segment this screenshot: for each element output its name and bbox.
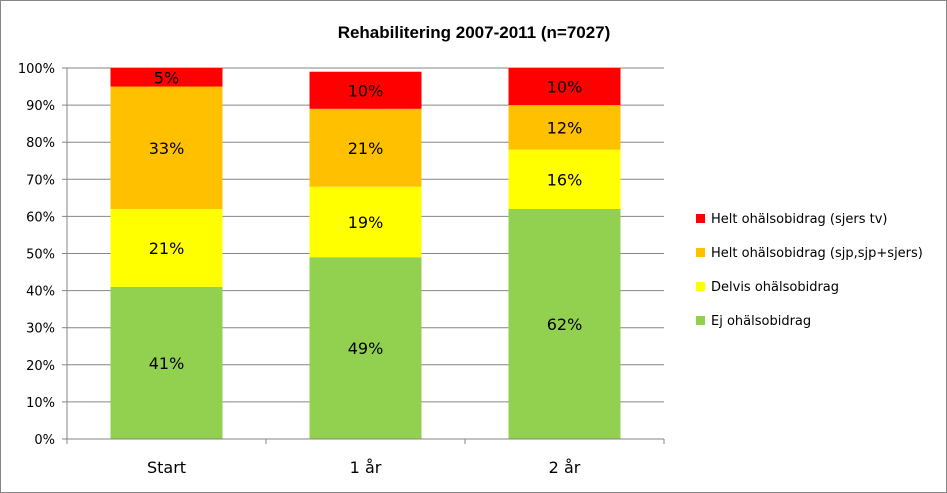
data-label: 19% bbox=[348, 213, 384, 232]
legend-label: Delvis ohälsobidrag bbox=[711, 280, 839, 295]
y-tick-label: 70% bbox=[26, 173, 55, 188]
data-label: 33% bbox=[149, 139, 185, 158]
bar-segment bbox=[110, 68, 223, 87]
legend-swatch bbox=[696, 248, 705, 257]
y-tick-label: 100% bbox=[18, 62, 55, 77]
data-label: 41% bbox=[149, 354, 185, 373]
legend-label: Ej ohälsobidrag bbox=[711, 314, 811, 329]
data-label: 21% bbox=[348, 139, 384, 158]
bar-segment bbox=[110, 208, 223, 287]
x-category-label: Start bbox=[147, 458, 186, 477]
bar-segment bbox=[508, 105, 621, 150]
y-tick-label: 0% bbox=[34, 433, 55, 448]
data-label: 49% bbox=[348, 339, 384, 358]
y-tick-label: 30% bbox=[26, 322, 55, 337]
data-label: 5% bbox=[154, 68, 179, 87]
data-label: 10% bbox=[348, 81, 384, 100]
y-tick-label: 50% bbox=[26, 248, 55, 263]
bar-segment bbox=[508, 208, 621, 439]
y-tick-label: 60% bbox=[26, 210, 55, 225]
bar-segment bbox=[508, 68, 621, 106]
y-tick-label: 90% bbox=[26, 99, 55, 114]
chart-title: Rehabilitering 2007-2011 (n=7027) bbox=[338, 23, 611, 42]
data-label: 12% bbox=[547, 118, 583, 137]
legend-swatch bbox=[696, 282, 705, 291]
bar-segment bbox=[309, 257, 422, 439]
data-label: 62% bbox=[547, 315, 583, 334]
data-label: 21% bbox=[149, 239, 185, 258]
data-label: 16% bbox=[547, 170, 583, 189]
data-label: 10% bbox=[547, 78, 583, 97]
y-tick-label: 40% bbox=[26, 285, 55, 300]
y-tick-label: 10% bbox=[26, 396, 55, 411]
bar-segment bbox=[309, 108, 422, 187]
y-tick-label: 80% bbox=[26, 136, 55, 151]
legend-label: Helt ohälsobidrag (sjers tv) bbox=[711, 212, 888, 227]
legend-label: Helt ohälsobidrag (sjp,sjp+sjers) bbox=[711, 246, 923, 261]
x-category-label: 1 år bbox=[350, 458, 382, 477]
legend-swatch bbox=[696, 214, 705, 223]
bar-segment bbox=[110, 286, 223, 439]
bar-segment bbox=[309, 186, 422, 258]
legend-swatch bbox=[696, 316, 705, 325]
y-tick-label: 20% bbox=[26, 359, 55, 374]
bar-segment bbox=[508, 149, 621, 209]
x-category-label: 2 år bbox=[549, 458, 581, 477]
bar-segment bbox=[309, 71, 422, 109]
bar-segment bbox=[110, 86, 223, 209]
